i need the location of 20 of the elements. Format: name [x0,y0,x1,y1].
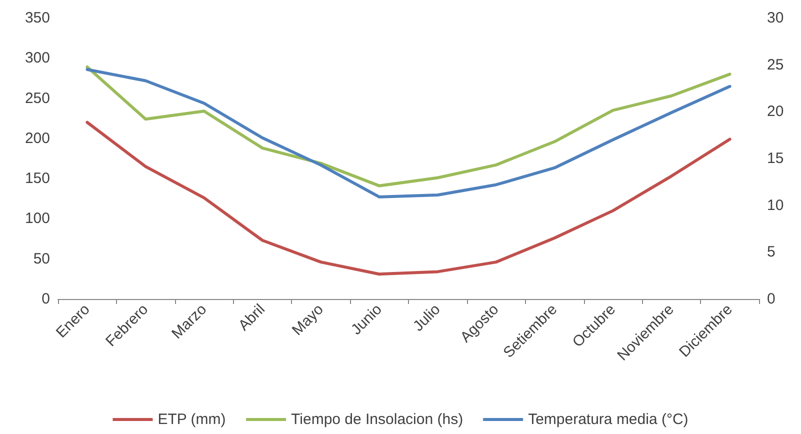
y-tick-label: 350 [24,10,50,26]
y-tick-label: 150 [24,170,50,188]
y2-tick-label: 30 [767,10,784,26]
y-tick-label: 100 [24,210,50,228]
x-tick-label: Julio [410,300,444,335]
y2-tick-label: 0 [767,290,776,308]
y2-tick-label: 15 [767,150,784,167]
y-tick-label: 300 [24,50,50,67]
legend-label: Tiempo de Insolacion (hs) [291,411,464,428]
y2-tick-label: 20 [767,103,784,120]
legend-label: ETP (mm) [158,411,226,428]
line-series [86,120,732,276]
y2-tick-label: 25 [767,56,784,74]
y-tick-label: 50 [33,250,50,268]
y-tick-label: 250 [24,90,50,107]
y2-tick-label: 5 [767,244,776,261]
y-tick-label: 0 [42,290,50,308]
legend-label: Temperatura media (°C) [528,411,688,428]
y-tick-label: 200 [24,130,50,147]
y2-tick-label: 10 [767,196,784,214]
